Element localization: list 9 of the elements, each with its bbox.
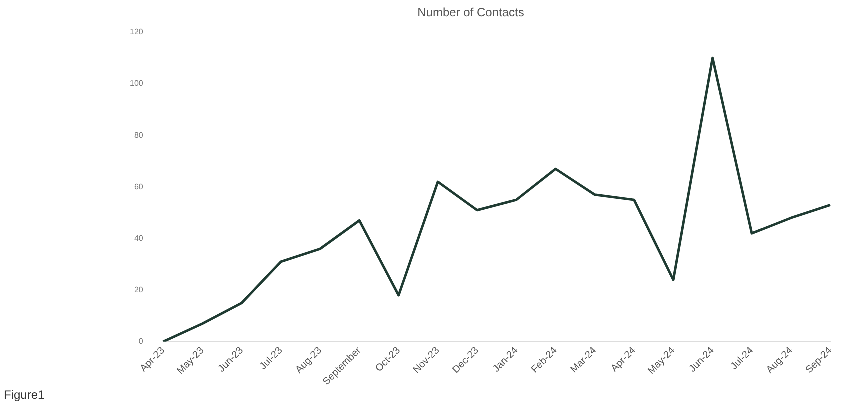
- y-tick-label: 80: [134, 130, 144, 140]
- y-tick-label: 0: [138, 337, 144, 346]
- y-tick-label: 20: [134, 286, 144, 295]
- chart-title: Number of Contacts: [418, 6, 524, 20]
- y-tick-label: 40: [134, 234, 144, 243]
- y-tick-label: 60: [134, 182, 144, 192]
- caption: Figure1: [4, 388, 45, 402]
- y-tick-label: 120: [130, 28, 144, 37]
- y-tick-label: 100: [130, 79, 144, 88]
